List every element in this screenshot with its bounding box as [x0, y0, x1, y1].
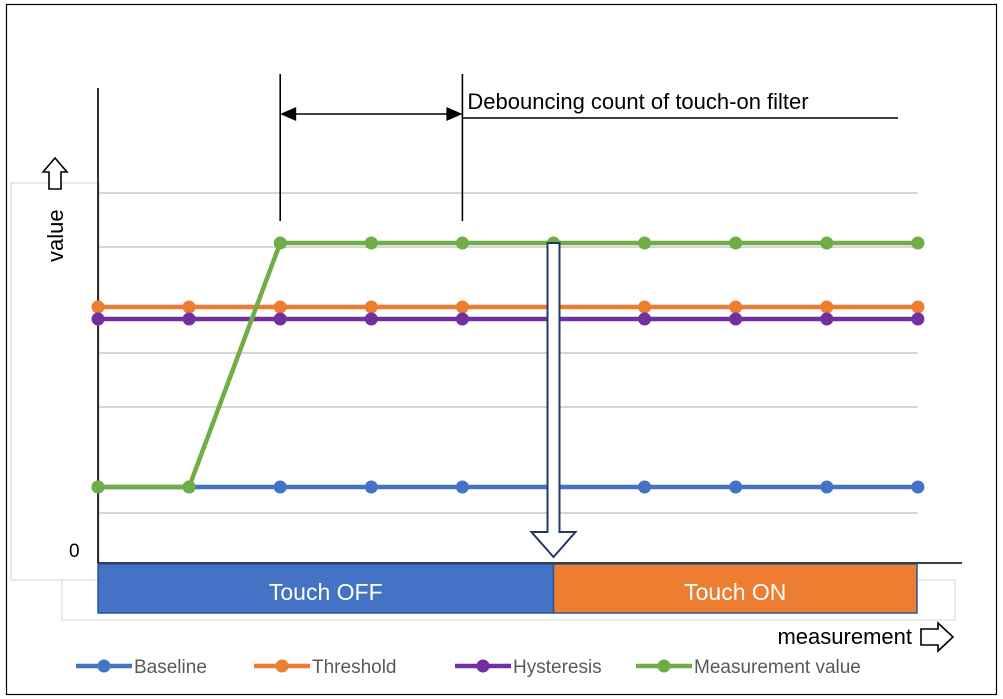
data-point-threshold [729, 300, 743, 314]
down-arrow-icon [529, 242, 578, 559]
series-layer [91, 236, 925, 494]
data-point-threshold [638, 300, 652, 314]
legend-item-hysteresis: Hysteresis [455, 657, 602, 678]
state-label-touch-off: Touch OFF [269, 579, 383, 605]
series-line-measurement-value [98, 240, 918, 490]
legend-label-measurement-value: Measurement value [694, 657, 861, 678]
y-axis-label: value [43, 209, 68, 262]
legend: Baseline Threshold Hysteresis Measurement v… [76, 657, 861, 678]
data-point-hysteresis [182, 312, 196, 326]
data-point-threshold [91, 300, 105, 314]
data-point-measurement-value [273, 236, 287, 250]
x-axis-label: measurement [777, 624, 912, 649]
data-point-measurement-value [91, 480, 105, 494]
data-point-hysteresis [364, 312, 378, 326]
data-point-hysteresis [91, 312, 105, 326]
data-point-threshold [273, 300, 287, 314]
data-point-measurement-value [729, 236, 743, 250]
legend-swatch-marker [476, 659, 490, 673]
data-point-threshold [911, 300, 925, 314]
data-point-hysteresis [729, 312, 743, 326]
state-segment-touch-on [552, 563, 918, 614]
data-point-hysteresis [455, 312, 469, 326]
data-point-measurement-value [820, 236, 834, 250]
data-point-measurement-value [455, 236, 469, 250]
data-point-hysteresis [820, 312, 834, 326]
data-point-baseline [273, 480, 287, 494]
data-point-baseline [455, 480, 469, 494]
data-point-threshold [182, 300, 196, 314]
legend-label-hysteresis: Hysteresis [513, 657, 602, 678]
right-arrow-icon [920, 621, 955, 653]
legend-swatch-marker [275, 659, 289, 673]
state-segment-touch-off [97, 563, 555, 614]
gridlines [98, 192, 918, 514]
state-label-touch-on: Touch ON [684, 579, 786, 605]
data-point-baseline [638, 480, 652, 494]
data-point-baseline [911, 480, 925, 494]
left-arrowhead-icon [280, 107, 297, 121]
legend-item-measurement-value: Measurement value [636, 657, 861, 678]
touch-state-bar: Touch OFF Touch ON [97, 563, 918, 614]
series-measurement-value [91, 236, 925, 494]
debounce-label: Debouncing count of touch-on filter [467, 89, 808, 114]
debounce-annotation: Debouncing count of touch-on filter [279, 74, 898, 221]
data-point-measurement-value [364, 236, 378, 250]
data-point-baseline [364, 480, 378, 494]
legend-item-baseline: Baseline [76, 657, 207, 678]
data-point-measurement-value [911, 236, 925, 250]
series-hysteresis [91, 312, 925, 326]
series-threshold [91, 300, 925, 314]
data-point-baseline [729, 480, 743, 494]
legend-item-threshold: Threshold [254, 657, 397, 678]
legend-label-threshold: Threshold [312, 657, 397, 678]
up-arrow-icon [41, 156, 69, 190]
data-point-hysteresis [638, 312, 652, 326]
data-point-hysteresis [911, 312, 925, 326]
data-point-threshold [455, 300, 469, 314]
data-point-baseline [820, 480, 834, 494]
legend-swatch-marker [97, 659, 111, 673]
data-point-threshold [820, 300, 834, 314]
y-zero-label: 0 [69, 541, 80, 562]
legend-label-baseline: Baseline [134, 657, 207, 678]
right-arrowhead-icon [446, 107, 463, 121]
data-point-measurement-value [638, 236, 652, 250]
data-point-hysteresis [273, 312, 287, 326]
data-point-measurement-value [182, 480, 196, 494]
legend-swatch-marker [657, 659, 671, 673]
data-point-threshold [364, 300, 378, 314]
